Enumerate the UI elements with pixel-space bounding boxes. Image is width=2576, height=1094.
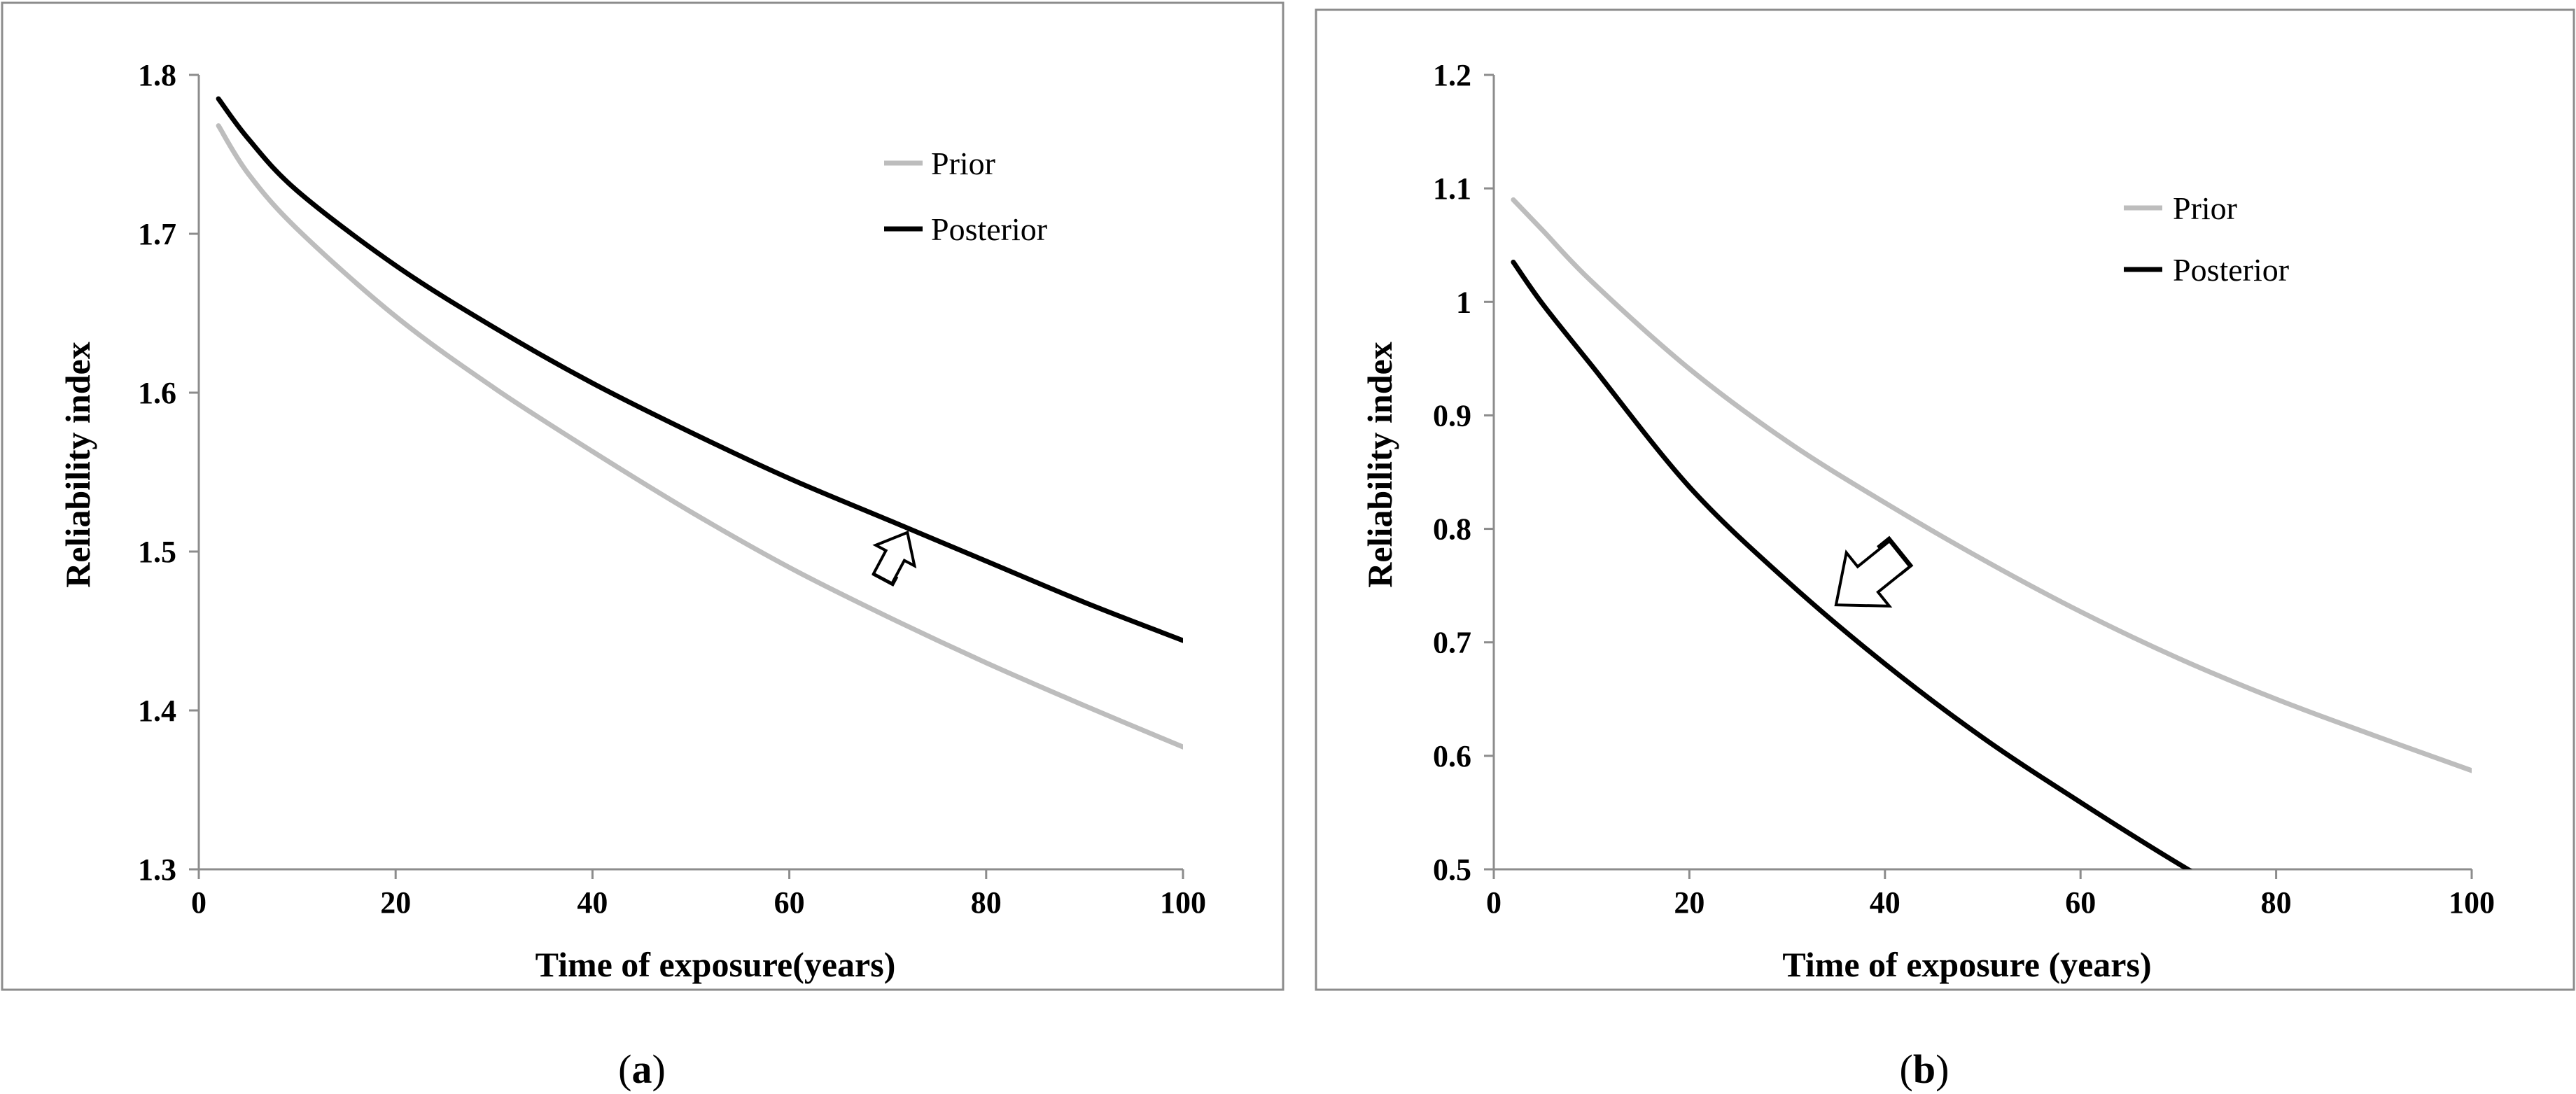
caption-paren-close: ) [1935, 1046, 1949, 1092]
x-tick-label: 80 [971, 885, 1002, 920]
legend: Prior Posterior [884, 146, 1047, 247]
caption-letter: a [632, 1046, 652, 1092]
y-tick-label: 0.5 [1433, 853, 1471, 887]
caption-paren-open: ( [1900, 1046, 1913, 1092]
y-tick-label: 0.6 [1433, 739, 1471, 773]
y-tick-label: 1.7 [138, 217, 176, 251]
axes [1492, 75, 2472, 871]
chart-panel-a: 1.3 1.4 1.5 1.6 1.7 1.8 0 20 40 60 80 100 Prior Po… [1, 1, 1284, 1092]
y-tick-label: 1.3 [138, 853, 176, 887]
x-tick-label: 60 [2065, 885, 2096, 920]
y-axis-title: Reliability index [1360, 342, 1399, 587]
x-tick-label: 20 [1674, 885, 1704, 920]
x-tick-label: 0 [1486, 885, 1502, 920]
y-tick-label: 1.2 [1433, 58, 1471, 92]
series-line-posterior [1511, 260, 2193, 869]
series-line-posterior [216, 96, 1183, 643]
series-lines [216, 96, 1183, 750]
caption-paren-close: ) [652, 1046, 666, 1092]
y-tick-label: 1.6 [138, 376, 176, 410]
x-tick-label: 100 [1160, 885, 1206, 920]
x-tick-label: 40 [1870, 885, 1900, 920]
y-tick-label: 0.8 [1433, 512, 1471, 547]
series-line-prior [1511, 197, 2472, 773]
x-ticks: 0 20 40 60 80 100 [191, 869, 1206, 920]
x-tick-label: 40 [577, 885, 608, 920]
x-tick-label: 0 [191, 885, 206, 920]
panel-caption: (a) [618, 1046, 666, 1092]
arrow-annotation [872, 531, 917, 587]
series-lines [1511, 197, 2472, 869]
y-axis-title: Reliability index [58, 342, 97, 587]
y-tick-label: 1.1 [1433, 171, 1471, 206]
y-ticks: 1.3 1.4 1.5 1.6 1.7 1.8 [138, 58, 199, 887]
legend-label-prior: Prior [931, 146, 995, 181]
arrow-shape [1834, 539, 1912, 608]
axes [197, 75, 1183, 871]
x-tick-label: 100 [2449, 885, 2495, 920]
legend-label-posterior: Posterior [2173, 252, 2289, 288]
y-tick-label: 0.7 [1433, 626, 1471, 660]
x-axis-title: Time of exposure(years) [536, 945, 896, 984]
legend-label-posterior: Posterior [931, 211, 1047, 247]
arrow-annotation [1834, 535, 1914, 608]
x-ticks: 0 20 40 60 80 100 [1486, 869, 2495, 920]
legend-label-prior: Prior [2173, 190, 2237, 226]
x-tick-label: 60 [774, 885, 805, 920]
caption-letter: b [1913, 1046, 1935, 1092]
y-tick-label: 1.8 [138, 58, 176, 92]
y-ticks: 0.5 0.6 0.7 0.8 0.9 1 1.1 1.2 [1433, 58, 1494, 887]
x-tick-label: 20 [380, 885, 411, 920]
x-tick-label: 80 [2261, 885, 2292, 920]
x-axis-title: Time of exposure (years) [1782, 945, 2151, 984]
legend: Prior Posterior [2124, 190, 2289, 288]
y-tick-label: 1.5 [138, 535, 176, 569]
panel-caption: (b) [1900, 1046, 1949, 1092]
y-tick-label: 1 [1456, 285, 1471, 319]
caption-paren-open: ( [618, 1046, 631, 1092]
chart-frame [1, 1, 1284, 991]
y-tick-label: 0.9 [1433, 398, 1471, 433]
y-tick-label: 1.4 [138, 694, 176, 728]
arrow-shape [872, 531, 917, 586]
series-line-prior [216, 123, 1183, 750]
chart-frame [1315, 8, 2575, 991]
chart-panel-b: 0.5 0.6 0.7 0.8 0.9 1 1.1 1.2 0 20 40 60 80 100 Prio… [1315, 8, 2575, 1092]
